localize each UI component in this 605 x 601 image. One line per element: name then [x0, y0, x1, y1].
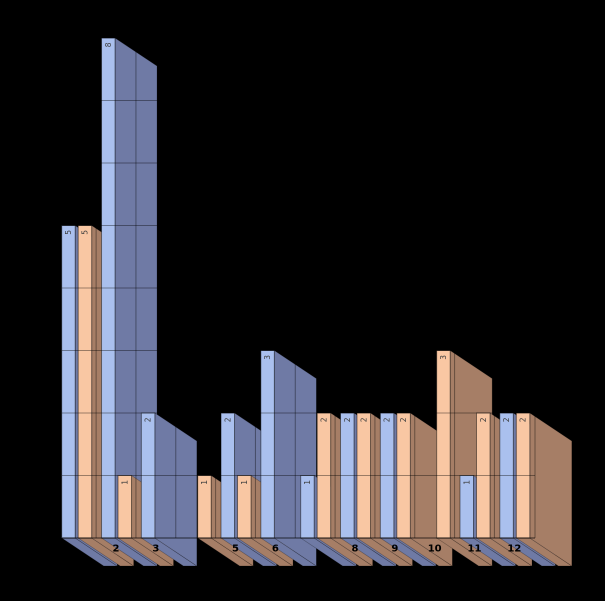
orange-series-bar-1-value-label: 5 — [80, 230, 89, 235]
orange-series-bar-11-value-label: 2 — [479, 417, 488, 422]
orange-series-bar-5-value-label: 1 — [240, 480, 249, 485]
blue-series-bar-3-value-label: 2 — [144, 417, 153, 422]
x-tick-label-12: 12 — [507, 544, 521, 555]
blue-series-bar-6-front-face — [260, 350, 275, 539]
blue-series-bar-7-value-label: 1 — [303, 480, 312, 485]
blue-series-bar-11-value-label: 1 — [462, 480, 471, 485]
x-axis-tick-labels-layer: 2 3 5 6 8 9 10 11 12 — [113, 544, 522, 555]
orange-series-bar-10-front-face — [436, 350, 451, 539]
blue-series-bar-9-value-label: 2 — [383, 417, 392, 422]
x-tick-label-10: 10 — [428, 544, 442, 555]
blue-series-bar-12-value-label: 2 — [502, 417, 511, 422]
bar-value-labels-layer: 5 5 8 1 2 1 2 1 3 1 2 2 2 2 2 3 1 2 2 2 — [64, 42, 528, 485]
x-tick-label-11: 11 — [468, 544, 482, 555]
blue-series-bar-5-value-label: 2 — [223, 417, 232, 422]
orange-series-bar-4-value-label: 1 — [200, 480, 209, 485]
x-tick-label-6: 6 — [272, 544, 279, 555]
blue-series-bar-1-value-label: 5 — [64, 230, 73, 235]
blue-series-bar-6-value-label: 3 — [263, 355, 272, 360]
blue-series-bar-8-value-label: 2 — [343, 417, 352, 422]
orange-series-bar-12-value-label: 2 — [519, 417, 528, 422]
x-tick-label-8: 8 — [352, 544, 359, 555]
x-tick-label-2: 2 — [113, 544, 120, 555]
orange-series-bar-1-front-face — [77, 225, 93, 539]
blue-series-bar-1-front-face — [61, 225, 76, 539]
orange-series-bar-2-value-label: 1 — [120, 480, 129, 485]
orange-series-bar-9-value-label: 2 — [399, 417, 408, 422]
x-tick-label-9: 9 — [391, 544, 398, 555]
gridlines-layer — [62, 37, 536, 539]
blue-series-bar-2-value-label: 8 — [104, 42, 113, 47]
x-tick-label-3: 3 — [152, 544, 159, 555]
orange-series-bar-10-value-label: 3 — [439, 355, 448, 360]
orange-series-bar-8-value-label: 2 — [359, 417, 368, 422]
orange-series-bar-7-value-label: 2 — [319, 417, 328, 422]
x-tick-label-5: 5 — [232, 544, 239, 555]
